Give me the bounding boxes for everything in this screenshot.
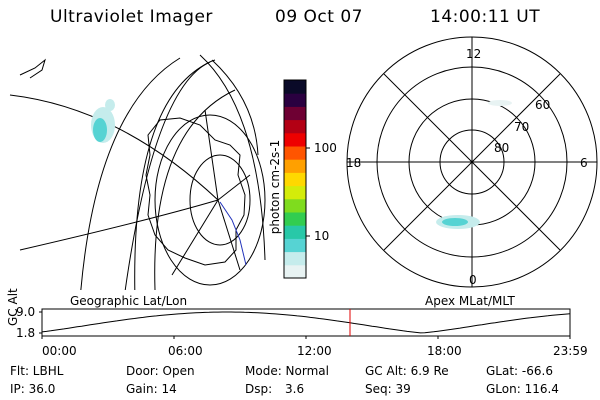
limb-arc-2 xyxy=(211,59,259,156)
colorbar-stripe xyxy=(284,106,306,121)
mlt-label-6: 6 xyxy=(580,156,588,170)
colorbar-stripe xyxy=(284,185,306,200)
lon-line-6 xyxy=(204,109,219,201)
aurora-left xyxy=(91,99,115,143)
lon-line-2 xyxy=(19,199,219,251)
left-panel-caption: Geographic Lat/Lon xyxy=(70,294,188,308)
info-door: Door: Open xyxy=(126,364,195,378)
lon-line-4 xyxy=(217,174,251,201)
coastline-fragment xyxy=(19,58,46,79)
info-glon: GLon: 116.4 xyxy=(486,382,559,396)
colorbar-stripe xyxy=(284,225,306,239)
right-panel-caption: Apex MLat/MLT xyxy=(425,294,515,308)
info-gc-alt: GC Alt: 6.9 Re xyxy=(365,364,449,378)
lon-line-3 xyxy=(217,199,241,271)
timeline-ytick-top: 9.0 xyxy=(16,305,36,319)
pole-circle-outer xyxy=(154,114,266,286)
colorbar-frame xyxy=(283,79,307,279)
observation-date: 09 Oct 07 xyxy=(275,7,363,27)
info-dsp-value: 3.6 xyxy=(285,382,305,396)
instrument-title: Ultraviolet Imager xyxy=(50,7,213,27)
colorbar-stripes xyxy=(284,80,306,279)
observation-time: 14:00:11 UT xyxy=(430,7,541,27)
colorbar-stripe xyxy=(284,132,306,147)
lat-arc-4 xyxy=(134,61,211,290)
timeline-ytick-bottom: 1.8 xyxy=(16,326,36,340)
colorbar-stripe xyxy=(284,93,306,107)
lat-arc-1 xyxy=(124,59,216,290)
info-glat: GLat: -66.6 xyxy=(486,364,553,378)
mlt-label-12: 12 xyxy=(466,47,482,61)
mlat-label-80: 80 xyxy=(494,141,510,155)
timeline-xtick-1800: 18:00 xyxy=(427,344,462,358)
satellite-track xyxy=(219,201,247,266)
limb-arc xyxy=(199,54,266,261)
lon-line-5 xyxy=(171,199,219,276)
mlt-label-18: 18 xyxy=(346,156,362,170)
mlat-label-70: 70 xyxy=(514,120,530,134)
info-filter: Flt: LBHL xyxy=(10,364,64,378)
mlt-label-0: 0 xyxy=(469,273,477,287)
colorbar-stripe xyxy=(284,159,306,173)
colorbar-stripe xyxy=(284,212,306,226)
lat-arc-2 xyxy=(80,57,181,290)
polar-diagonal-2 xyxy=(383,73,561,251)
info-ip: IP: 36.0 xyxy=(10,382,56,396)
info-dsp-label: Dsp: xyxy=(245,382,273,396)
timeline-xtick-1200: 12:00 xyxy=(297,344,332,358)
colorbar-stripe xyxy=(284,198,306,213)
colorbar-stripe xyxy=(284,172,306,187)
info-gain: Gain: 14 xyxy=(126,382,177,396)
colorbar-tick-label-100: 100 xyxy=(314,141,337,155)
timeline-ticks xyxy=(39,311,571,339)
timeline-xtick-2359: 23:59 xyxy=(553,344,588,358)
mlat-label-60: 60 xyxy=(535,98,551,112)
aurora-right xyxy=(436,100,512,229)
colorbar-tick-label-10: 10 xyxy=(314,229,330,243)
altitude-curve xyxy=(41,311,571,334)
colorbar-stripe xyxy=(284,238,306,253)
colorbar-stripe xyxy=(284,80,306,94)
info-mode: Mode: Normal xyxy=(245,364,329,378)
colorbar-stripe xyxy=(284,251,306,266)
timeline-xtick-0600: 06:00 xyxy=(168,344,203,358)
colorbar-stripe xyxy=(284,264,306,279)
info-seq: Seq: 39 xyxy=(365,382,411,396)
timeline-xtick-0000: 00:00 xyxy=(42,344,77,358)
pole-circle-inner xyxy=(189,154,251,246)
colorbar-stripe xyxy=(284,146,306,160)
timeline-frame xyxy=(41,308,571,337)
lat-arc-3 xyxy=(154,89,236,290)
colorbar-stripe xyxy=(284,119,306,134)
coastline xyxy=(145,117,246,266)
